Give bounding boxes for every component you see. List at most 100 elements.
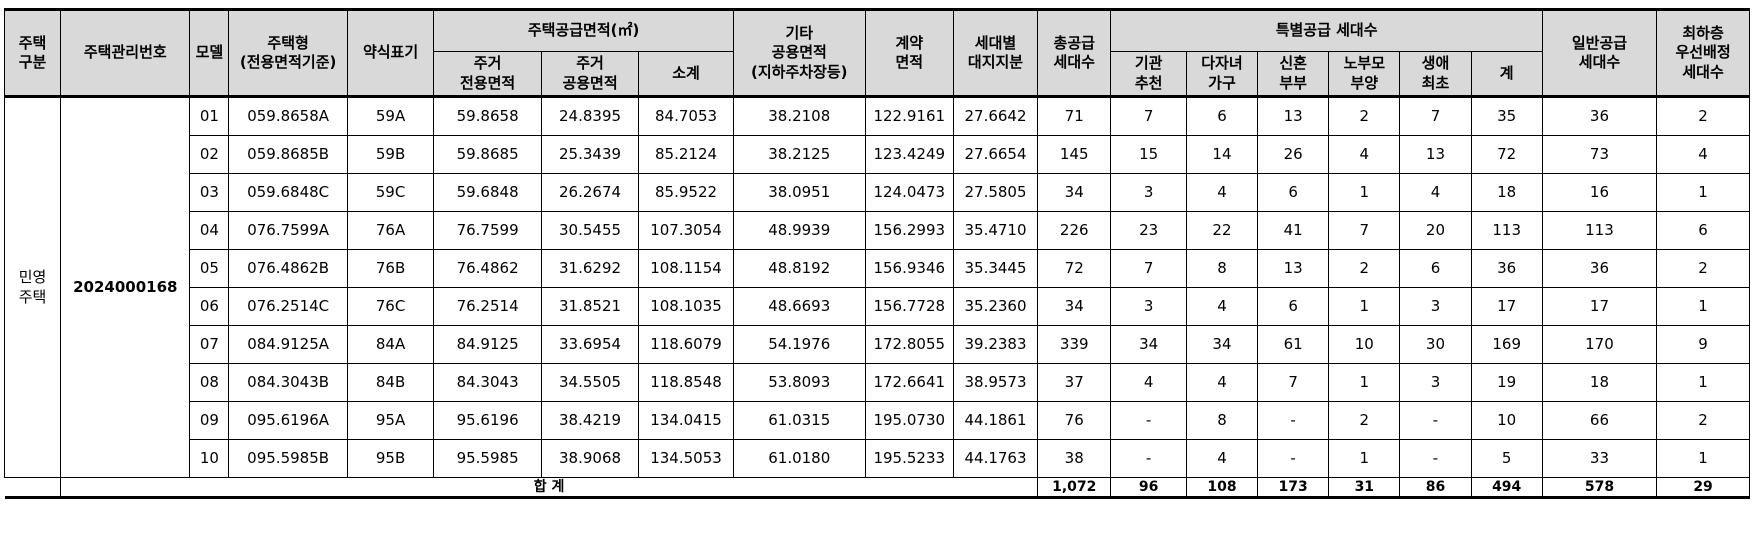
cell-multi-child: 4 xyxy=(1185,287,1259,326)
cell-total-supply: 145 xyxy=(1037,135,1112,174)
cell-special-total: 10 xyxy=(1470,401,1543,440)
cell-elderly-parent: 7 xyxy=(1328,211,1401,250)
cell-first-home: 3 xyxy=(1399,287,1472,326)
totals-row: 합 계 1,072 96 108 173 31 86 494 578 29 xyxy=(4,477,1750,498)
cell-abbreviation: 95A xyxy=(346,401,435,440)
cell-institution: 34 xyxy=(1110,325,1187,364)
cell-total-supply: 71 xyxy=(1037,96,1112,136)
cell-model: 10 xyxy=(189,439,230,478)
totals-total-supply: 1,072 xyxy=(1037,477,1112,498)
cell-contract-area: 124.0473 xyxy=(864,173,954,212)
cell-land-share: 35.4710 xyxy=(952,211,1039,250)
cell-model: 09 xyxy=(189,401,230,440)
cell-general-supply: 73 xyxy=(1541,135,1658,174)
cell-residential-common: 38.4219 xyxy=(541,401,640,440)
cell-institution: 3 xyxy=(1110,173,1187,212)
header-subtotal: 소계 xyxy=(638,51,734,97)
cell-other-common-area: 38.2125 xyxy=(732,135,866,174)
totals-first-home: 86 xyxy=(1399,477,1472,498)
cell-total-supply: 226 xyxy=(1037,211,1112,250)
cell-land-share: 35.2360 xyxy=(952,287,1039,326)
table-row: 03 059.6848C 59C 59.6848 26.2674 85.9522 38.09… xyxy=(5,173,1750,212)
cell-lowest-floor: 1 xyxy=(1656,363,1750,402)
cell-model: 02 xyxy=(189,135,230,174)
cell-special-total: 35 xyxy=(1470,96,1543,136)
cell-first-home: - xyxy=(1399,439,1472,478)
cell-elderly-parent: 1 xyxy=(1328,287,1401,326)
header-other-common-area: 기타 공용면적 (지하주차장등) xyxy=(732,9,866,97)
cell-newlywed: 6 xyxy=(1257,287,1330,326)
cell-general-supply: 18 xyxy=(1541,363,1658,402)
cell-other-common-area: 48.9939 xyxy=(732,211,866,250)
cell-other-common-area: 48.6693 xyxy=(732,287,866,326)
cell-residential-exclusive: 59.8658 xyxy=(433,96,543,136)
table-row: 06 076.2514C 76C 76.2514 31.8521 108.1035 48.6… xyxy=(5,287,1750,326)
cell-residential-exclusive: 84.9125 xyxy=(433,325,543,364)
cell-contract-area: 156.9346 xyxy=(864,249,954,288)
cell-residential-common: 33.6954 xyxy=(541,325,640,364)
cell-special-total: 17 xyxy=(1470,287,1543,326)
cell-total-supply: 76 xyxy=(1037,401,1112,440)
cell-residential-common: 30.5455 xyxy=(541,211,640,250)
totals-multi-child: 108 xyxy=(1185,477,1259,498)
header-housing-category: 주택 구분 xyxy=(3,9,62,97)
cell-other-common-area: 54.1976 xyxy=(732,325,866,364)
cell-residential-common: 31.6292 xyxy=(541,249,640,288)
cell-institution: - xyxy=(1110,401,1187,440)
cell-other-common-area: 38.2108 xyxy=(732,96,866,136)
cell-total-supply: 34 xyxy=(1037,287,1112,326)
cell-model: 01 xyxy=(189,96,230,136)
cell-residential-exclusive: 59.6848 xyxy=(433,173,543,212)
cell-institution: 3 xyxy=(1110,287,1187,326)
cell-lowest-floor: 4 xyxy=(1656,135,1750,174)
cell-other-common-area: 53.8093 xyxy=(732,363,866,402)
totals-label: 합 계 xyxy=(60,477,1039,498)
cell-housing-type: 095.6196A xyxy=(228,401,348,440)
cell-housing-type: 059.6848C xyxy=(228,173,348,212)
cell-residential-common: 38.9068 xyxy=(541,439,640,478)
cell-abbreviation: 59C xyxy=(346,173,435,212)
cell-newlywed: - xyxy=(1257,401,1330,440)
cell-abbreviation: 84A xyxy=(346,325,435,364)
housing-supply-table: 주택 구분 주택관리번호 모델 주택형 (전용면적기준) 약식표기 주택공급면적… xyxy=(3,8,1750,499)
cell-contract-area: 172.6641 xyxy=(864,363,954,402)
cell-abbreviation: 84B xyxy=(346,363,435,402)
header-residential-exclusive: 주거 전용면적 xyxy=(433,51,543,97)
cell-newlywed: 13 xyxy=(1257,249,1330,288)
cell-multi-child: 6 xyxy=(1185,96,1259,136)
cell-residential-common: 34.5505 xyxy=(541,363,640,402)
header-newlywed: 신혼 부부 xyxy=(1257,51,1330,97)
cell-subtotal: 108.1154 xyxy=(638,249,734,288)
cell-institution: 15 xyxy=(1110,135,1187,174)
totals-general-supply: 578 xyxy=(1541,477,1658,498)
totals-elderly-parent: 31 xyxy=(1328,477,1401,498)
cell-abbreviation: 76A xyxy=(346,211,435,250)
cell-first-home: 4 xyxy=(1399,173,1472,212)
cell-lowest-floor: 1 xyxy=(1656,439,1750,478)
header-abbreviation: 약식표기 xyxy=(346,9,435,97)
header-contract-area: 계약 면적 xyxy=(864,9,954,97)
cell-housing-category: 민영 주택 xyxy=(3,96,62,478)
header-residential-common: 주거 공용면적 xyxy=(541,51,640,97)
cell-newlywed: 41 xyxy=(1257,211,1330,250)
totals-newlywed: 173 xyxy=(1257,477,1330,498)
table-body: 민영 주택 2024000168 01 059.8658A 59A 59.8658 24.8… xyxy=(3,96,1750,498)
header-total-supply: 총공급 세대수 xyxy=(1037,9,1112,97)
cell-total-supply: 72 xyxy=(1037,249,1112,288)
cell-special-total: 18 xyxy=(1470,173,1543,212)
cell-subtotal: 108.1035 xyxy=(638,287,734,326)
supply-table-container: 주택 구분 주택관리번호 모델 주택형 (전용면적기준) 약식표기 주택공급면적… xyxy=(3,8,1750,499)
header-management-number: 주택관리번호 xyxy=(60,9,191,97)
cell-model: 04 xyxy=(189,211,230,250)
cell-special-total: 36 xyxy=(1470,249,1543,288)
cell-general-supply: 33 xyxy=(1541,439,1658,478)
cell-abbreviation: 59B xyxy=(346,135,435,174)
cell-lowest-floor: 9 xyxy=(1656,325,1750,364)
cell-contract-area: 123.4249 xyxy=(864,135,954,174)
cell-model: 06 xyxy=(189,287,230,326)
header-special-supply: 특별공급 세대수 xyxy=(1110,9,1543,52)
header-elderly-parent: 노부모 부양 xyxy=(1328,51,1401,97)
cell-lowest-floor: 2 xyxy=(1656,401,1750,440)
cell-institution: - xyxy=(1110,439,1187,478)
cell-other-common-area: 61.0315 xyxy=(732,401,866,440)
